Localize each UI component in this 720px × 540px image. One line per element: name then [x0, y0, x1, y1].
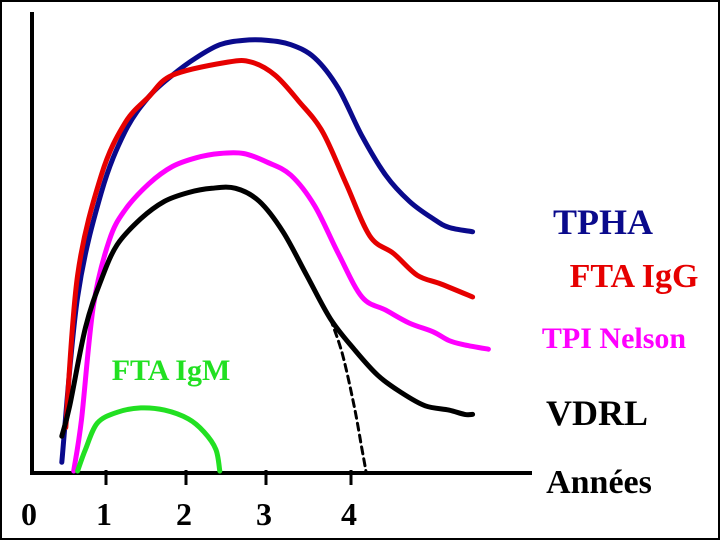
series-label-fta-igg: FTA IgG — [570, 258, 699, 295]
series-label-fta-igm: FTA IgM — [112, 354, 231, 387]
series-line-vdrl — [59, 184, 476, 439]
series-line-tpi-nelson — [71, 150, 491, 474]
series-label-tpha: TPHA — [553, 202, 653, 242]
series-line-vdrl-trait — [328, 317, 368, 473]
series-label-vdrl: VDRL — [546, 393, 648, 433]
x-tick-label-2: 2 — [176, 496, 192, 532]
x-tick-label-3: 3 — [256, 496, 272, 532]
x-tick-label-1: 1 — [96, 496, 112, 532]
series-label-tpi-nelson: TPI Nelson — [542, 322, 687, 355]
x-tick-label-4: 4 — [341, 496, 357, 532]
series-line-fta-igm — [75, 405, 223, 474]
x-tick-label-0: 0 — [21, 496, 37, 532]
x-axis-label: Années — [546, 464, 652, 501]
series-line-fta-igg — [63, 57, 476, 430]
series-line-tpha — [59, 37, 476, 465]
